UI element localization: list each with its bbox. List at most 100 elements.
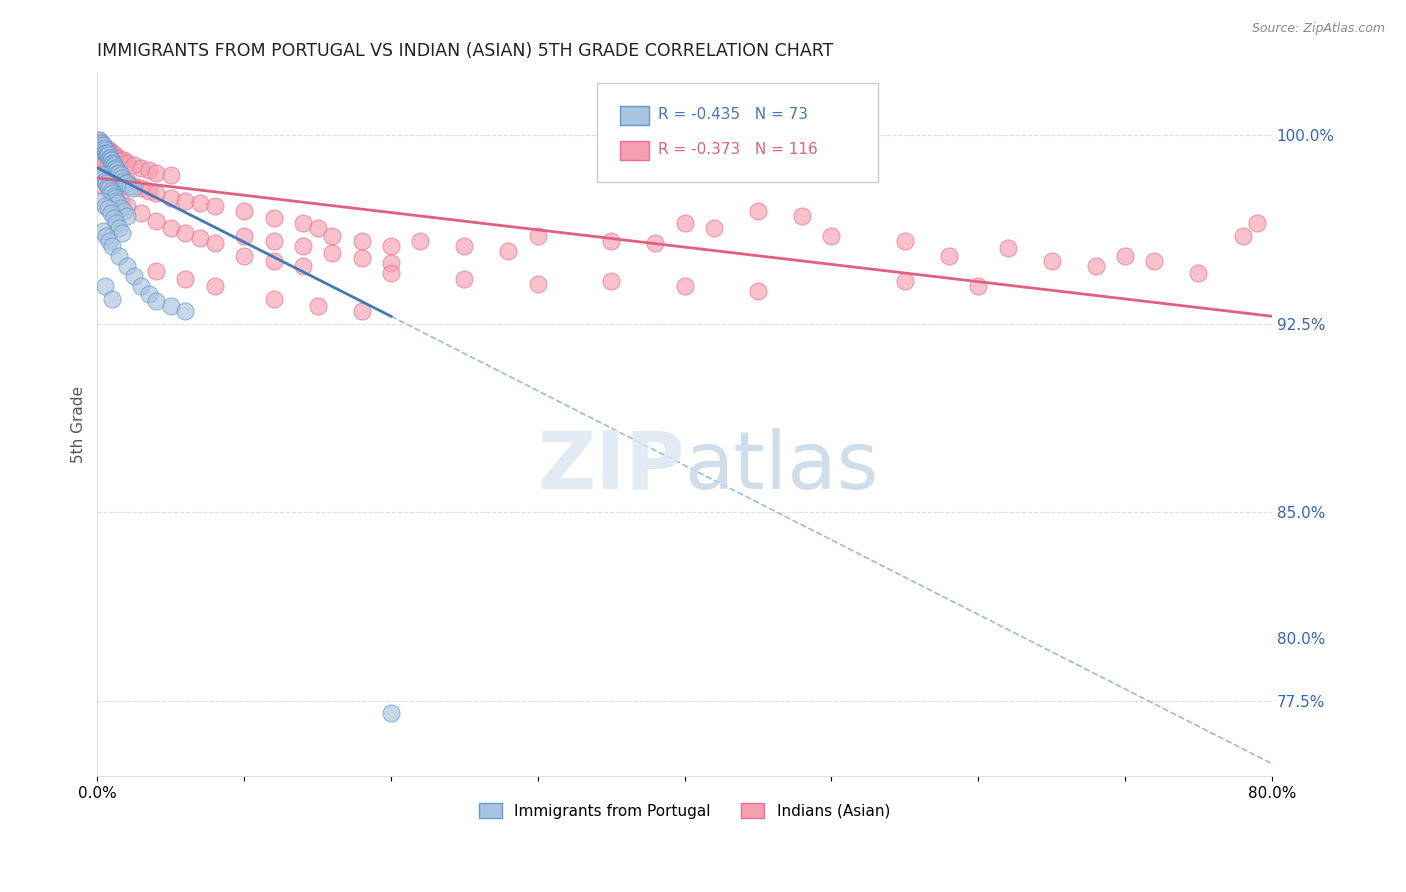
Point: [104, 148, 127, 162]
Point: [98, 181, 121, 195]
Point: [98, 184, 121, 198]
Point: [1040, 254, 1063, 268]
Point: [100, 145, 122, 160]
Point: [380, 706, 402, 721]
Point: [107, 196, 129, 211]
Point: [145, 264, 167, 278]
Point: [453, 239, 475, 253]
Point: [98, 234, 121, 248]
Point: [93, 199, 115, 213]
Point: [100, 184, 122, 198]
Point: [1187, 267, 1209, 281]
Point: [115, 209, 138, 223]
Point: [110, 194, 132, 208]
Point: [291, 239, 314, 253]
Point: [122, 268, 145, 283]
Bar: [620, 141, 650, 161]
Point: [103, 188, 125, 202]
Point: [105, 194, 128, 208]
Point: [1143, 254, 1166, 268]
Point: [90, 194, 112, 208]
Point: [111, 227, 134, 241]
Text: ZIP: ZIP: [537, 427, 685, 506]
Point: [131, 161, 153, 175]
Point: [747, 284, 769, 298]
Text: IMMIGRANTS FROM PORTUGAL VS INDIAN (ASIAN) 5TH GRADE CORRELATION CHART: IMMIGRANTS FROM PORTUGAL VS INDIAN (ASIA…: [97, 42, 834, 60]
Point: [122, 178, 145, 193]
Point: [600, 274, 623, 288]
Point: [820, 228, 842, 243]
Point: [96, 176, 118, 190]
Point: [1246, 216, 1268, 230]
Point: [188, 196, 211, 211]
Point: [263, 292, 285, 306]
Point: [91, 178, 114, 193]
Point: [321, 246, 343, 260]
Point: [91, 144, 114, 158]
Point: [112, 173, 135, 187]
Point: [1084, 259, 1107, 273]
Point: [107, 166, 129, 180]
Point: [101, 145, 124, 160]
Y-axis label: 5th Grade: 5th Grade: [72, 386, 86, 463]
Point: [104, 188, 127, 202]
Point: [101, 156, 124, 170]
Point: [115, 176, 138, 190]
Point: [103, 158, 125, 172]
Point: [104, 161, 127, 175]
Point: [204, 236, 226, 251]
Point: [98, 151, 121, 165]
Point: [138, 163, 160, 178]
Point: [159, 191, 181, 205]
Point: [115, 259, 138, 273]
Point: [263, 254, 285, 268]
Point: [644, 236, 666, 251]
Point: [350, 252, 373, 266]
Point: [307, 299, 329, 313]
Point: [673, 279, 696, 293]
Point: [747, 203, 769, 218]
Point: [967, 279, 990, 293]
Legend: Immigrants from Portugal, Indians (Asian): Immigrants from Portugal, Indians (Asian…: [474, 797, 896, 825]
Point: [188, 231, 211, 245]
Point: [111, 171, 134, 186]
Point: [104, 163, 127, 178]
Point: [204, 199, 226, 213]
Point: [380, 256, 402, 270]
Point: [100, 161, 122, 175]
Point: [145, 186, 167, 200]
Point: [131, 206, 153, 220]
Point: [90, 136, 112, 150]
Point: [94, 145, 117, 160]
Point: [263, 234, 285, 248]
Point: [98, 151, 121, 165]
Point: [115, 199, 138, 213]
Point: [90, 153, 112, 168]
Point: [105, 161, 128, 175]
Point: [110, 201, 132, 215]
Point: [105, 166, 128, 180]
Point: [380, 239, 402, 253]
Point: [138, 184, 160, 198]
Point: [115, 173, 138, 187]
Point: [894, 234, 917, 248]
Point: [108, 166, 131, 180]
Point: [174, 304, 197, 318]
Point: [131, 181, 153, 195]
Point: [790, 209, 813, 223]
Point: [87, 133, 110, 147]
Point: [453, 271, 475, 285]
Point: [307, 221, 329, 235]
Point: [498, 244, 520, 258]
Point: [97, 144, 120, 158]
Point: [100, 153, 122, 168]
Text: R = -0.373   N = 116: R = -0.373 N = 116: [658, 143, 817, 157]
Point: [108, 221, 131, 235]
Point: [93, 141, 115, 155]
Point: [321, 228, 343, 243]
Point: [104, 191, 127, 205]
Point: [96, 148, 118, 162]
Point: [97, 201, 120, 215]
Point: [159, 169, 181, 183]
Point: [138, 286, 160, 301]
